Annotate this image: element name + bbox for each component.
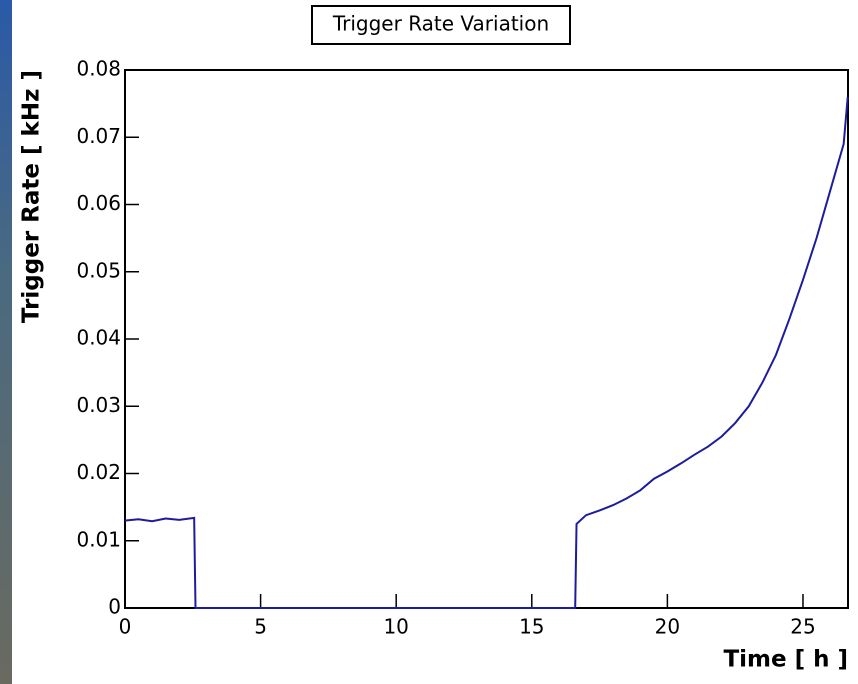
background-strip xyxy=(0,0,12,684)
title-box xyxy=(311,5,571,45)
y-tick-label: 0.08 xyxy=(76,57,121,81)
x-tick-label: 15 xyxy=(519,615,544,639)
x-tick-label: 5 xyxy=(254,615,267,639)
x-tick-label: 0 xyxy=(119,615,132,639)
y-tick-label: 0.01 xyxy=(76,527,121,551)
y-tick-label: 0 xyxy=(108,595,121,619)
y-tick-label: 0.02 xyxy=(76,460,121,484)
x-axis-label: Time [ h ] xyxy=(723,647,848,673)
chart-title: Trigger Rate Variation xyxy=(332,12,549,36)
y-tick-label: 0.06 xyxy=(76,191,121,215)
y-tick-label: 0.04 xyxy=(76,326,121,350)
x-tick-label: 10 xyxy=(383,615,408,639)
data-line xyxy=(124,96,849,609)
y-tick-label: 0.05 xyxy=(76,258,121,282)
y-tick-label: 0.07 xyxy=(76,124,121,148)
plot-frame xyxy=(124,69,849,609)
x-tick-label: 20 xyxy=(655,615,680,639)
x-tick-label: 25 xyxy=(790,615,815,639)
y-tick-label: 0.03 xyxy=(76,393,121,417)
y-axis-label: Trigger Rate [ kHz ] xyxy=(19,70,45,323)
